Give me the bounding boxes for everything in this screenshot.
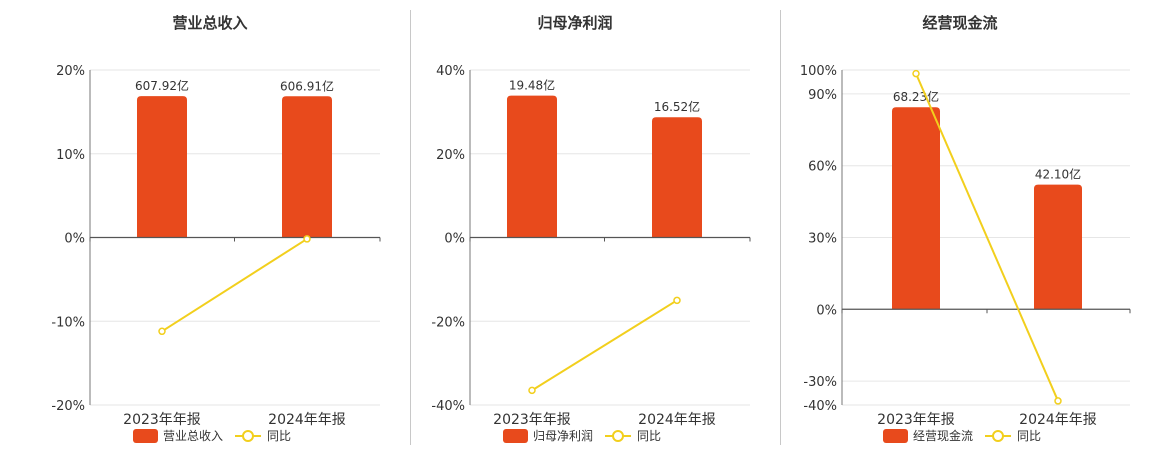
x-category-label: 2024年年报 (1019, 412, 1097, 428)
chart-panel-revenue: 营业总收入 -20% -10% 0% 10% 20% 607.92亿 606.91亿 2023年… (0, 0, 410, 450)
bar-cash-flow-1 (892, 107, 940, 310)
cash-flow-chart: 经营现金流 -40% -30% 0% 30% 60% 90% 100% 68.23亿 42.10亿… (800, 14, 1131, 443)
chart-title: 归母净利润 (537, 14, 612, 32)
y-tick-label: 100% (800, 64, 837, 79)
y-tick-label: -10% (51, 315, 85, 330)
yoy-point-1 (528, 386, 536, 395)
legend-marker-line (242, 430, 254, 442)
y-tick-label: 90% (808, 88, 837, 103)
yoy-line (915, 73, 1059, 402)
chart-title: 营业总收入 (172, 14, 247, 32)
legend-swatch-bar (503, 429, 528, 443)
y-tick-label: 20% (436, 148, 465, 163)
chart-panel-cash-flow: 经营现金流 -40% -30% 0% 30% 60% 90% 100% 68.23亿 42.10亿… (780, 0, 1160, 450)
legend-label-bar: 营业总收入 (163, 429, 223, 443)
bar-revenue-2 (282, 96, 332, 238)
bar-value-label: 16.52亿 (654, 99, 700, 114)
panel-divider (780, 10, 781, 445)
y-tick-label: -40% (431, 399, 465, 414)
bar-net-profit-1 (507, 95, 557, 238)
yoy-line (531, 299, 678, 392)
x-category-label: 2024年年报 (638, 412, 716, 428)
x-category-label: 2023年年报 (123, 412, 201, 428)
bar-value-label: 606.91亿 (280, 78, 334, 93)
legend-marker-line (992, 430, 1004, 442)
chart-panel-net-profit: 归母净利润 -40% -20% 0% 20% 40% 19.48亿 16.52亿 2023年年报… (410, 0, 780, 450)
y-tick-label: -30% (803, 375, 837, 390)
legend-label-bar: 归母净利润 (533, 429, 593, 443)
y-tick-label: -20% (431, 315, 465, 330)
bar-revenue-1 (137, 96, 187, 238)
legend-marker-line (612, 430, 624, 442)
revenue-chart: 营业总收入 -20% -10% 0% 10% 20% 607.92亿 606.91亿 2023年… (51, 14, 381, 443)
bar-cash-flow-2 (1034, 184, 1082, 310)
net-profit-chart: 归母净利润 -40% -20% 0% 20% 40% 19.48亿 16.52亿 2023年年报… (431, 14, 751, 443)
legend-swatch-bar (883, 429, 908, 443)
y-tick-label: 0% (64, 232, 85, 247)
yoy-point-2 (673, 296, 681, 305)
y-tick-label: 60% (808, 160, 837, 175)
yoy-point-2 (1054, 397, 1062, 405)
y-tick-label: 0% (816, 303, 837, 318)
bar-value-label: 42.10亿 (1035, 167, 1081, 182)
x-category-label: 2023年年报 (493, 412, 571, 428)
yoy-point-1 (158, 327, 166, 336)
legend-label-line: 同比 (637, 429, 661, 443)
legend-label-bar: 经营现金流 (913, 428, 973, 443)
bar-net-profit-2 (652, 117, 702, 238)
y-tick-label: 40% (436, 64, 465, 79)
y-tick-label: 30% (808, 232, 837, 247)
x-category-label: 2023年年报 (877, 412, 955, 428)
y-tick-label: -40% (803, 399, 837, 414)
yoy-point-1 (912, 69, 920, 78)
yoy-point-2 (303, 235, 311, 243)
y-tick-label: 20% (56, 64, 85, 79)
legend-label-line: 同比 (1017, 429, 1041, 443)
y-tick-label: 0% (444, 232, 465, 247)
panel-divider (410, 10, 411, 445)
bar-value-label: 68.23亿 (893, 89, 939, 104)
y-tick-label: 10% (56, 148, 85, 163)
legend-label-line: 同比 (267, 429, 291, 443)
y-tick-label: -20% (51, 399, 85, 414)
bar-value-label: 19.48亿 (509, 78, 555, 93)
bar-value-label: 607.92亿 (135, 78, 189, 93)
yoy-line (161, 238, 308, 333)
chart-title: 经营现金流 (922, 14, 997, 32)
legend-swatch-bar (133, 429, 158, 443)
x-category-label: 2024年年报 (268, 412, 346, 428)
